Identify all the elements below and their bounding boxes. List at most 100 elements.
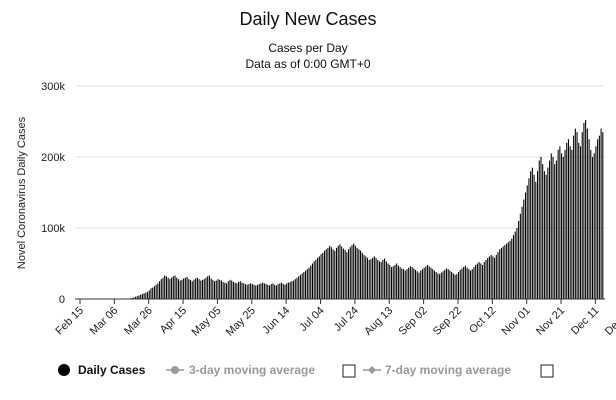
bar	[337, 245, 339, 299]
legend-item-daily-cases[interactable]: Daily Cases	[58, 363, 146, 377]
bar	[392, 266, 394, 299]
x-tick-label: May 25	[224, 305, 258, 339]
bar	[473, 267, 475, 299]
x-tick-label: Aug 13	[362, 305, 395, 338]
bar	[193, 279, 195, 299]
bar	[222, 281, 224, 299]
bar	[569, 146, 571, 299]
bar	[231, 280, 233, 299]
bar	[590, 149, 592, 299]
bar	[427, 264, 429, 299]
bar	[475, 264, 477, 299]
bar	[325, 249, 327, 299]
x-tick-label: Mar 26	[122, 305, 155, 338]
bar	[167, 277, 169, 299]
bar	[275, 285, 277, 299]
bar	[459, 269, 461, 299]
bar	[196, 277, 198, 299]
bar	[160, 279, 162, 299]
bar	[445, 268, 448, 299]
bar	[184, 277, 186, 299]
bar	[382, 259, 384, 299]
chart-subtitle-line-2: Data as of 0:00 GMT+0	[245, 57, 370, 71]
bar	[514, 231, 516, 299]
bar	[576, 132, 578, 299]
bar	[598, 135, 600, 299]
bar	[365, 256, 367, 299]
bar	[303, 272, 305, 299]
bar	[597, 139, 599, 299]
bar	[384, 258, 386, 299]
bar	[492, 256, 494, 299]
bar	[138, 295, 140, 299]
bar	[348, 249, 350, 299]
bar	[469, 270, 472, 299]
bar	[191, 281, 193, 299]
bar	[361, 252, 363, 299]
bar	[482, 264, 484, 299]
bar	[293, 280, 295, 299]
bar	[549, 160, 551, 299]
bar	[234, 282, 236, 299]
bar	[523, 199, 525, 299]
bar	[478, 262, 480, 299]
bar	[339, 244, 341, 299]
bar	[179, 280, 181, 299]
bar	[437, 273, 439, 299]
bar	[583, 122, 585, 299]
bar	[363, 254, 365, 299]
bar	[253, 284, 255, 299]
bar	[310, 265, 312, 299]
bar	[157, 283, 159, 299]
bar	[528, 178, 530, 299]
bar	[219, 279, 221, 299]
bar	[499, 249, 501, 299]
bar	[370, 259, 372, 299]
legend-checkbox-3-day-moving-average[interactable]	[342, 364, 356, 378]
bar	[512, 235, 515, 299]
bar	[248, 284, 250, 299]
bar	[420, 270, 422, 299]
legend-item-7-day-moving-average[interactable]: 7-day moving average	[363, 363, 511, 377]
bar	[495, 254, 497, 299]
bar	[153, 286, 155, 299]
bar	[268, 285, 271, 299]
bar	[260, 283, 262, 299]
bar	[550, 153, 552, 299]
bar	[430, 267, 432, 299]
bar	[200, 280, 202, 299]
bar	[334, 250, 336, 299]
bar	[358, 249, 360, 299]
bar	[143, 293, 145, 299]
bar	[162, 277, 164, 299]
bar	[518, 220, 520, 299]
bar	[409, 266, 411, 299]
bar	[188, 279, 190, 299]
bar	[524, 192, 527, 299]
legend-label-7-day-moving-average: 7-day moving average	[385, 363, 511, 377]
bar	[360, 250, 362, 299]
bar	[332, 249, 334, 299]
bar	[593, 153, 595, 299]
bar	[212, 279, 214, 299]
bar	[210, 278, 212, 299]
bar	[411, 267, 413, 299]
bar	[183, 278, 185, 299]
bar	[133, 297, 135, 299]
y-axis-ticks: 0 100k 200k 300k	[41, 81, 65, 306]
bar	[552, 157, 554, 299]
bar	[559, 146, 561, 299]
bar	[476, 263, 478, 299]
legend-label-daily-cases: Daily Cases	[78, 363, 146, 377]
bar	[402, 269, 405, 299]
legend-checkbox-7-day-moving-average[interactable]	[540, 364, 554, 378]
bar	[224, 282, 226, 299]
bar	[530, 171, 532, 299]
bar	[461, 268, 463, 299]
bar	[236, 283, 238, 299]
bar	[287, 282, 289, 299]
bar	[600, 128, 602, 299]
legend-item-3-day-moving-average[interactable]: 3-day moving average	[166, 363, 315, 377]
bar	[164, 275, 166, 299]
bar	[274, 284, 276, 299]
